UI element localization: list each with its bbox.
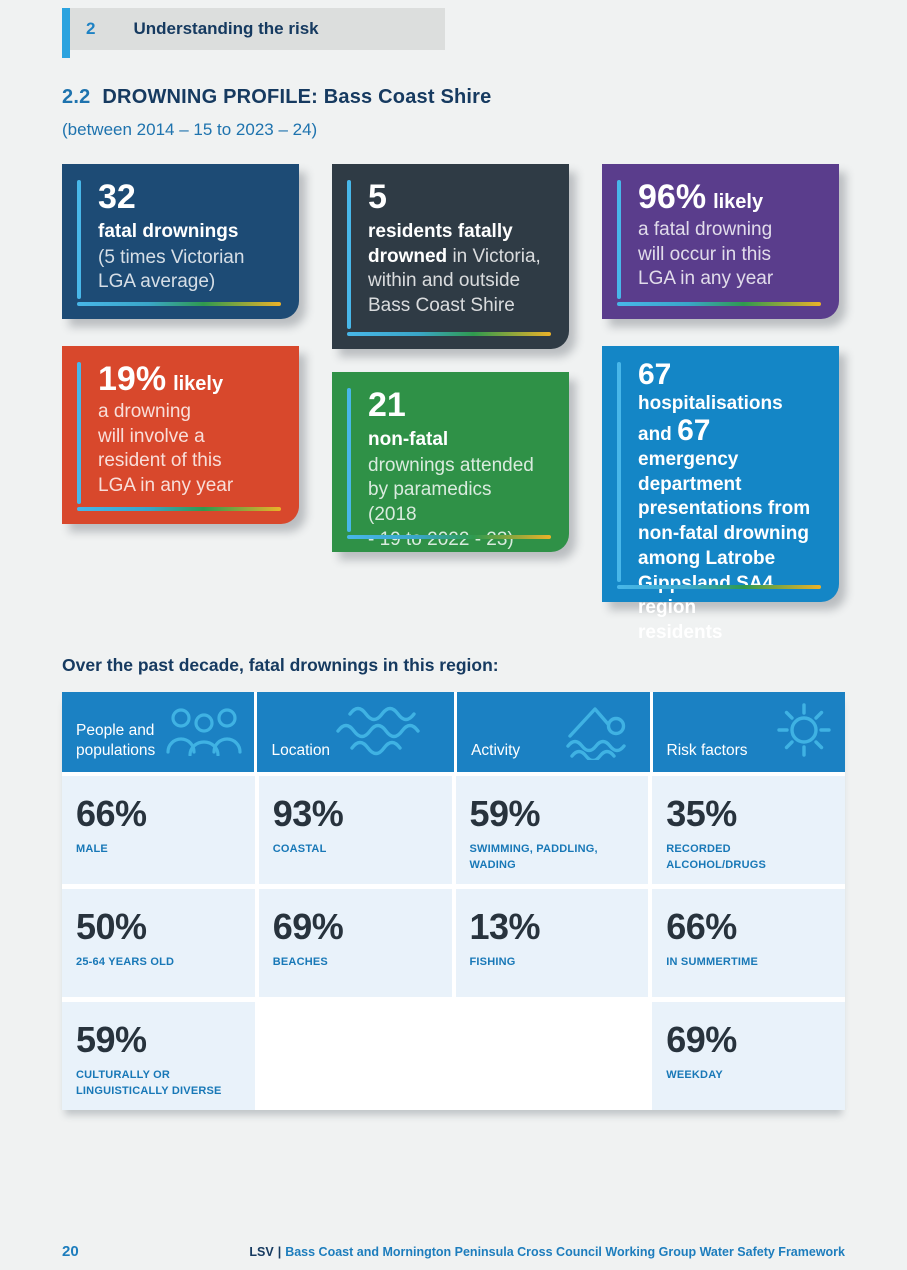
table-header-row: People and populations Location bbox=[62, 692, 845, 772]
waves-icon bbox=[336, 706, 420, 756]
stat-label-bold: non-fatal bbox=[368, 429, 449, 451]
card-accent-line bbox=[617, 362, 621, 582]
column-header-people: People and populations bbox=[62, 692, 255, 772]
stat-card-resident-likelihood: 19% likely a drowning will involve a resi… bbox=[62, 346, 299, 524]
page-title: 2.2 DROWNING PROFILE: Bass Coast Shire bbox=[62, 86, 845, 109]
section-banner: 2 Understanding the risk bbox=[62, 8, 445, 58]
card-accent-line bbox=[347, 180, 351, 329]
table-body: 66% MALE 93% COASTAL 59% SWIMMING, PADDL… bbox=[62, 776, 845, 1110]
stat-description: drownings attended by paramedics (2018 -… bbox=[368, 454, 534, 550]
document-page: 2 Understanding the risk 2.2 DROWNING PRO… bbox=[0, 8, 907, 1110]
stat-description: 67 hospitalisations and 67 emergency dep… bbox=[638, 358, 811, 643]
stat-value: 5 bbox=[368, 178, 387, 216]
stat-card-hospitalisations: 67 hospitalisations and 67 emergency dep… bbox=[602, 346, 839, 643]
stat-value: 21 bbox=[368, 386, 406, 424]
stat-description: residents fatally drowned in Victoria, w… bbox=[368, 221, 541, 317]
card-accent-line bbox=[617, 585, 821, 589]
heading-title: DROWNING PROFILE: Bass Coast Shire bbox=[102, 86, 492, 108]
page-footer: 20 LSV | Bass Coast and Mornington Peninsu… bbox=[62, 1243, 845, 1260]
stat-description: (5 times Victorian LGA average) bbox=[98, 246, 245, 293]
table-cell-coastal: 93% COASTAL bbox=[258, 776, 452, 884]
stat-card-resident-deaths: 5 residents fatally drowned in Victoria,… bbox=[332, 164, 569, 349]
card-accent-line bbox=[77, 302, 281, 306]
table-cell-cald: 59% CULTURALLY OR LINGUISTICALLY DIVERSE bbox=[62, 1002, 255, 1110]
stat-card-nonfatal-drownings: 21 non-fatal drownings attended by param… bbox=[332, 372, 569, 552]
table-cell-weekday: 69% WEEKDAY bbox=[652, 1002, 845, 1110]
table-heading: Over the past decade, fatal drownings in… bbox=[62, 655, 499, 675]
page-subtitle: (between 2014 – 15 to 2023 – 24) bbox=[62, 120, 318, 139]
card-accent-line bbox=[347, 535, 551, 539]
stat-description: a drowning will involve a resident of th… bbox=[98, 401, 234, 497]
card-accent-line bbox=[77, 180, 81, 299]
stat-card-fatal-likelihood: 96% likely a fatal drowning will occur in… bbox=[602, 164, 839, 319]
table-cell-summertime: 66% IN SUMMERTIME bbox=[652, 889, 845, 997]
card-accent-line bbox=[617, 180, 621, 299]
table-cell-empty bbox=[455, 1002, 649, 1110]
stat-card-fatal-drownings: 32 fatal drownings (5 times Victorian LG… bbox=[62, 164, 299, 319]
column-header-activity: Activity bbox=[457, 692, 650, 772]
stat-value: 32 bbox=[98, 178, 136, 216]
column-header-risk-factors: Risk factors bbox=[652, 692, 845, 772]
table-cell-fishing: 13% FISHING bbox=[455, 889, 649, 997]
table-cell-male: 66% MALE bbox=[62, 776, 255, 884]
stat-cards-row-2: 19% likely a drowning will involve a resi… bbox=[62, 346, 845, 643]
sun-icon bbox=[777, 703, 831, 757]
page-number: 20 bbox=[62, 1243, 79, 1260]
stat-suffix: likely bbox=[713, 191, 764, 213]
stat-value: 19% bbox=[98, 360, 167, 398]
table-cell-empty bbox=[258, 1002, 452, 1110]
column-header-location: Location bbox=[257, 692, 455, 772]
card-accent-line bbox=[617, 302, 821, 306]
heading-number: 2.2 bbox=[62, 86, 91, 108]
card-accent-line bbox=[77, 362, 81, 504]
fatal-drownings-table: People and populations Location bbox=[62, 692, 845, 1110]
card-accent-line bbox=[347, 332, 551, 336]
stat-description: a fatal drowning will occur in this LGA … bbox=[638, 219, 774, 290]
table-cell-alcohol-drugs: 35% RECORDED ALCOHOL/DRUGS bbox=[652, 776, 845, 884]
table-cell-swimming: 59% SWIMMING, PADDLING, WADING bbox=[455, 776, 649, 884]
table-cell-age: 50% 25-64 YEARS OLD bbox=[62, 889, 255, 997]
banner-accent-bar bbox=[62, 8, 70, 58]
section-number: 2 bbox=[86, 19, 96, 38]
card-accent-line bbox=[77, 507, 281, 511]
stat-label-bold: fatal drownings bbox=[98, 221, 239, 243]
footer-title: Bass Coast and Mornington Peninsula Cros… bbox=[285, 1245, 845, 1259]
footer-text: LSV | Bass Coast and Mornington Peninsula … bbox=[249, 1245, 845, 1259]
people-icon bbox=[166, 708, 243, 756]
stat-line: 96% likely bbox=[638, 178, 815, 217]
stat-value: 67 bbox=[677, 414, 711, 448]
table-cell-beaches: 69% BEACHES bbox=[258, 889, 452, 997]
stat-cards-row-1: 32 fatal drownings (5 times Victorian LG… bbox=[62, 164, 845, 349]
section-title: Understanding the risk bbox=[133, 19, 319, 38]
stat-value: 96% bbox=[638, 178, 707, 216]
card-accent-line bbox=[347, 388, 351, 532]
stat-value: 67 bbox=[638, 358, 672, 391]
footer-brand: LSV bbox=[249, 1245, 274, 1259]
stat-suffix: likely bbox=[173, 373, 224, 395]
footer-separator: | bbox=[277, 1245, 282, 1259]
swimmer-icon bbox=[565, 707, 626, 760]
stat-line: 19% likely bbox=[98, 360, 275, 399]
